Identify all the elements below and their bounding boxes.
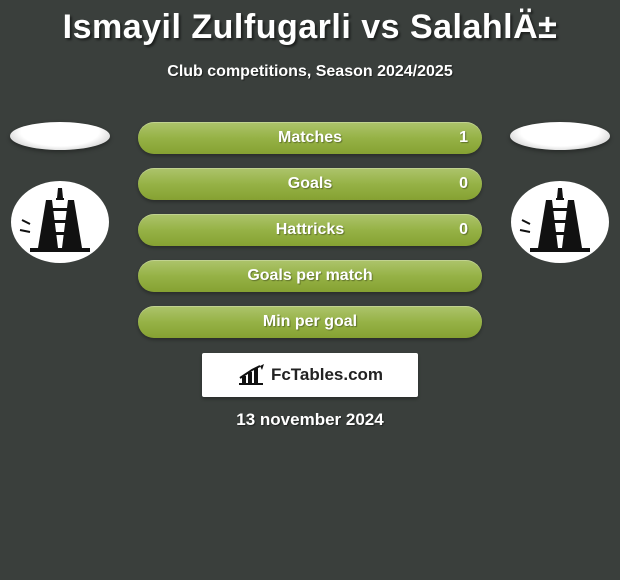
- stat-row-min-per-goal: Min per goal: [138, 306, 482, 338]
- player-right-photo: [510, 122, 610, 150]
- stat-label: Hattricks: [276, 221, 344, 239]
- club-logo-right: [510, 180, 610, 264]
- club-logo-left: [10, 180, 110, 264]
- subtitle: Club competitions, Season 2024/2025: [0, 63, 620, 81]
- stat-row-hattricks: Hattricks 0: [138, 214, 482, 246]
- stat-label: Min per goal: [263, 313, 357, 331]
- stats-list: Matches 1 Goals 0 Hattricks 0 Goals per …: [138, 122, 482, 338]
- page-title: Ismayil Zulfugarli vs SalahlÄ±: [0, 0, 620, 47]
- comparison-card: Ismayil Zulfugarli vs SalahlÄ± Club comp…: [0, 0, 620, 580]
- stat-right-value: 1: [459, 129, 468, 147]
- stat-right-value: 0: [459, 221, 468, 239]
- chart-icon: [237, 364, 265, 386]
- player-right-column: [500, 122, 620, 264]
- date-label: 13 november 2024: [0, 410, 620, 430]
- stat-label: Matches: [278, 129, 342, 147]
- stat-right-value: 0: [459, 175, 468, 193]
- stat-label: Goals: [288, 175, 332, 193]
- player-left-column: [0, 122, 120, 264]
- brand-badge[interactable]: FcTables.com: [202, 353, 418, 397]
- stat-label: Goals per match: [247, 267, 372, 285]
- stat-row-goals-per-match: Goals per match: [138, 260, 482, 292]
- player-left-photo: [10, 122, 110, 150]
- brand-text: FcTables.com: [271, 365, 383, 385]
- stat-row-matches: Matches 1: [138, 122, 482, 154]
- stat-row-goals: Goals 0: [138, 168, 482, 200]
